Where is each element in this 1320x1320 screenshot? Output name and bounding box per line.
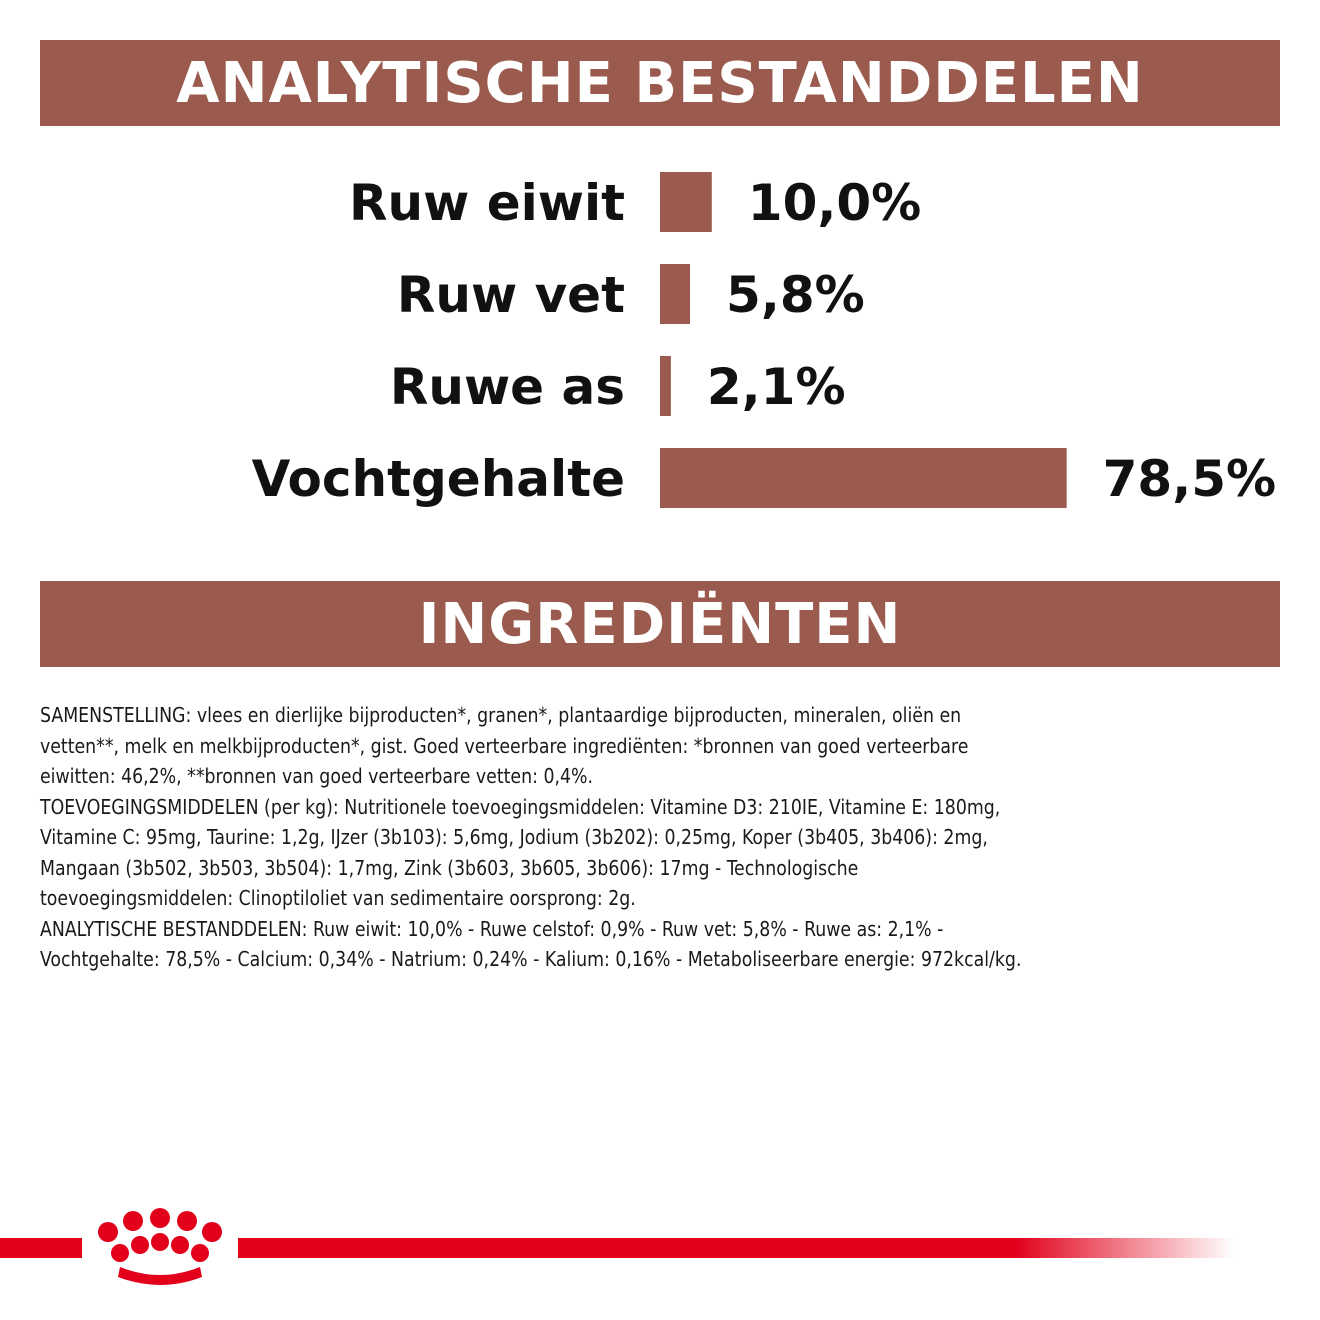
- composition-text: SAMENSTELLING: vlees en dierlijke bijpro…: [40, 700, 1206, 975]
- composition-line: vetten**, melk en melkbijproducten*, gis…: [40, 733, 969, 758]
- composition-line: SAMENSTELLING: vlees en dierlijke bijpro…: [40, 703, 962, 727]
- bar: [660, 448, 1067, 508]
- bar: [660, 172, 712, 232]
- brand-line-left: [0, 1238, 82, 1258]
- value-label: 78,5%: [1103, 450, 1276, 508]
- composition-line: Vochtgehalte: 78,5% - Calcium: 0,34% - N…: [40, 947, 1022, 971]
- composition-line: Mangaan (3b502, 3b503, 3b504): 1,7mg, Zi…: [40, 855, 859, 880]
- ingredients-heading-banner: INGREDIËNTEN: [40, 581, 1280, 667]
- crown-icon: [98, 1208, 222, 1285]
- category-label: Ruw eiwit: [349, 174, 625, 232]
- nutrient-bar-chart: Ruw eiwit 10,0% Ruw vet 5,8% Ruwe as 2,1% Voch…: [252, 172, 1276, 508]
- composition-line: TOEVOEGINGSMIDDELEN (per kg): Nutritione…: [40, 794, 1001, 819]
- bar: [660, 264, 691, 324]
- analytical-heading-banner: ANALYTISCHE BESTANDDELEN: [40, 40, 1280, 126]
- analytical-heading: ANALYTISCHE BESTANDDELEN: [176, 50, 1144, 116]
- category-label: Vochtgehalte: [252, 450, 625, 508]
- value-label: 10,0%: [748, 174, 921, 232]
- value-label: 2,1%: [707, 358, 846, 416]
- bar: [660, 356, 671, 416]
- composition-line: eiwitten: 46,2%, **bronnen van goed vert…: [40, 764, 593, 788]
- composition-line: ANALYTISCHE BESTANDDELEN: Ruw eiwit: 10,…: [40, 916, 944, 941]
- category-label: Ruw vet: [397, 266, 625, 324]
- category-label: Ruwe as: [390, 358, 625, 416]
- ingredients-heading: INGREDIËNTEN: [418, 591, 902, 657]
- value-label: 5,8%: [726, 266, 865, 324]
- brand-footer: [0, 1208, 1234, 1285]
- composition-line: Vitamine C: 95mg, Taurine: 1,2g, IJzer (…: [40, 825, 988, 849]
- composition-line: toevoegingsmiddelen: Clinoptiloliet van …: [40, 886, 636, 910]
- brand-line-right: [238, 1238, 1234, 1258]
